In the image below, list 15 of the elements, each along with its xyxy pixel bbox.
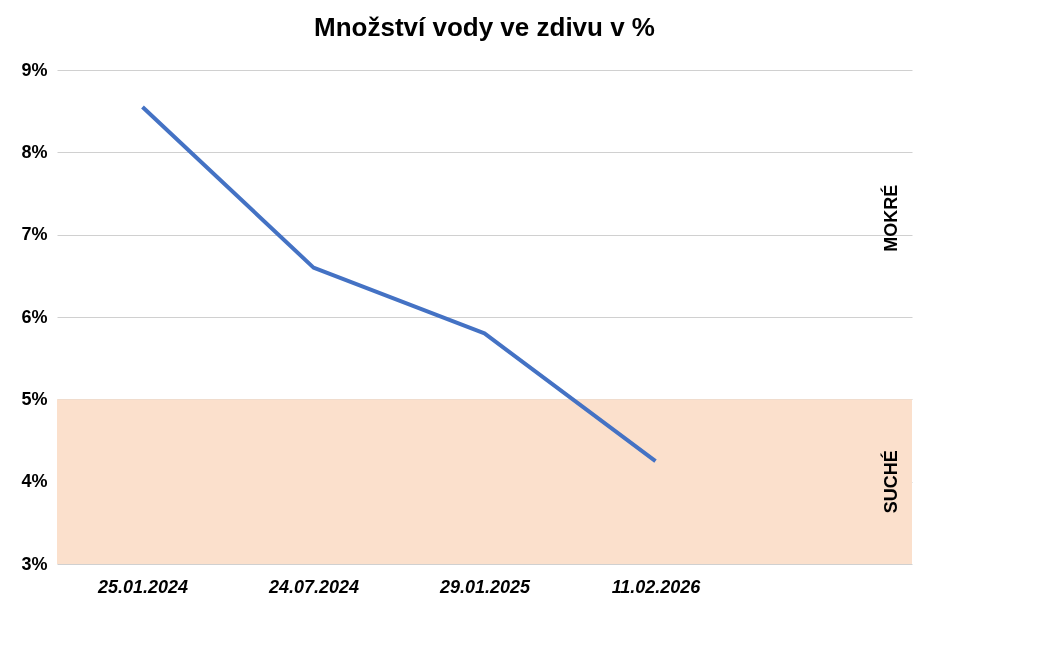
band-label: SUCHÉ: [880, 450, 901, 514]
x-tick-label: 24.07.2024: [267, 576, 360, 597]
chart-title: Množství vody ve zdivu v %: [314, 12, 655, 42]
x-tick-label: 25.01.2024: [96, 576, 189, 597]
y-tick-label: 9%: [21, 59, 48, 80]
y-tick-label: 7%: [21, 224, 48, 245]
x-tick-label: 11.02.2026: [611, 576, 702, 597]
y-tick-label: 6%: [21, 306, 48, 327]
x-tick-label: 29.01.2025: [438, 576, 532, 597]
line-series: [140, 105, 658, 464]
y-tick-label: 8%: [21, 141, 48, 162]
annotation: MOKRÉ: [880, 184, 901, 252]
y-tick-label: 4%: [21, 471, 48, 492]
y-tick-label: 5%: [21, 388, 48, 409]
y-tick-label: 3%: [21, 553, 48, 574]
